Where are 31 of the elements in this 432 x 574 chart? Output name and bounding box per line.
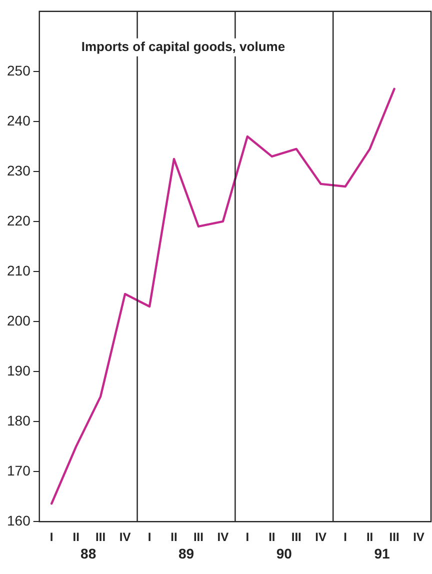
x-tick-label: III: [291, 530, 302, 544]
text: Imports of capital goods, volume: [81, 38, 286, 54]
x-tick-label: IV: [217, 530, 229, 544]
x-tick-label: II: [170, 530, 178, 544]
x-tick-label: I: [50, 530, 54, 544]
x-tick-label: II: [72, 530, 80, 544]
y-tick-label: 190: [7, 362, 31, 378]
x-tick-label: IV: [413, 530, 424, 544]
y-tick-label: 160: [7, 512, 31, 528]
text: 89: [178, 545, 194, 562]
x-tick-label: III: [193, 530, 204, 544]
x-tick-label: II: [366, 530, 374, 544]
y-tick-label: 250: [7, 62, 31, 78]
x-tick-label: IV: [315, 530, 327, 544]
x-tick-label: II: [268, 530, 276, 544]
x-tick-label: I: [148, 530, 152, 544]
y-tick-label: 200: [7, 312, 31, 328]
y-tick-label: 170: [7, 462, 31, 478]
x-tick-label: I: [344, 530, 347, 544]
y-tick-label: 180: [7, 412, 31, 428]
y-tick-label: 230: [7, 162, 31, 178]
text: 90: [276, 545, 292, 562]
y-tick-label: 220: [7, 212, 31, 228]
y-tick-label: 240: [7, 112, 31, 128]
x-tick-label: III: [96, 530, 106, 544]
x-tick-label: III: [389, 530, 400, 544]
x-tick-label: IV: [119, 530, 131, 544]
y-tick-label: 210: [7, 262, 31, 278]
text: 91: [374, 545, 390, 562]
x-tick-label: I: [246, 530, 250, 544]
text: 88: [80, 545, 96, 562]
